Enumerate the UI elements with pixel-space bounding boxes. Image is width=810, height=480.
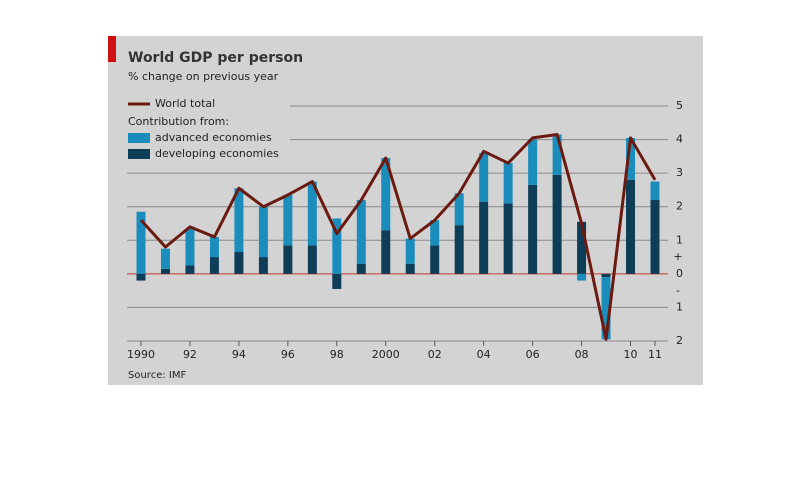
x-tick-label: 98 [330,348,344,361]
bar [430,245,440,274]
bar [454,225,464,274]
bar [528,184,538,274]
bar [283,194,293,246]
y-tick-label: 2 [676,334,683,347]
bar [479,201,489,274]
x-tick-label: 02 [428,348,442,361]
y-tick-label: 1 [676,233,683,246]
bar [283,245,293,274]
bar [185,228,195,266]
bar [332,273,342,289]
bar [160,248,170,269]
bar [503,163,513,204]
bar [185,265,195,274]
legend-swatch [128,149,150,159]
bar [577,221,587,274]
bar [234,188,244,253]
x-tick-label: 92 [183,348,197,361]
bar [577,273,587,281]
bar [405,263,415,274]
x-tick-label: 2000 [372,348,400,361]
bar [234,252,244,274]
y-tick-label: 5 [676,99,683,112]
bar [650,200,660,274]
bar [209,257,219,274]
x-tick-label: 96 [281,348,295,361]
y-tick-label: 0 [676,267,683,280]
axis-sign: - [676,284,680,297]
bar [136,273,146,281]
bar [552,134,562,175]
y-tick-label: 1 [676,300,683,313]
bar [454,193,464,226]
bar [258,206,268,258]
bar [209,236,219,258]
bar [381,230,391,274]
bar [601,273,611,278]
bar [503,203,513,274]
legend-heading: Contribution from: [128,115,229,128]
x-tick-label: 11 [648,348,662,361]
bar [479,153,489,202]
chart-subtitle: % change on previous year [128,70,279,83]
bar [160,268,170,274]
bar [332,218,342,274]
bar [552,174,562,274]
bar [307,181,317,246]
legend-swatch [128,133,150,143]
bar [601,277,611,340]
x-tick-label: 1990 [127,348,155,361]
bar [405,238,415,264]
bar [136,211,146,274]
x-tick-label: 06 [526,348,540,361]
y-tick-label: 4 [676,133,683,146]
bar [356,263,366,274]
tag [108,36,116,62]
bar [650,181,660,200]
bar [430,220,440,246]
chart-title: World GDP per person [128,50,303,66]
axis-sign: + [673,250,682,263]
panel [108,36,703,385]
legend-label: developing economies [155,147,279,160]
x-tick-label: 08 [575,348,589,361]
bar [626,137,636,180]
bar [381,158,391,231]
y-tick-label: 3 [676,166,683,179]
legend-label: World total [155,97,215,110]
bar [307,245,317,274]
source: Source: IMF [128,370,186,381]
x-tick-label: 10 [624,348,638,361]
bar [528,139,538,185]
bar [258,257,268,274]
y-tick-label: 2 [676,200,683,213]
bar [356,200,366,264]
legend-label: advanced economies [155,131,272,144]
bar [626,179,636,274]
line [139,133,657,341]
x-tick-label: 94 [232,348,246,361]
x-tick-label: 04 [477,348,491,361]
